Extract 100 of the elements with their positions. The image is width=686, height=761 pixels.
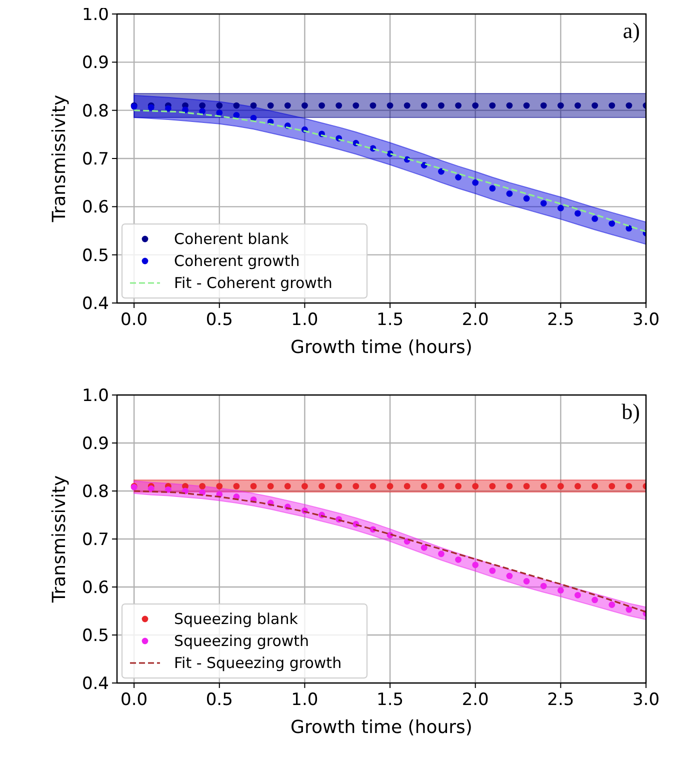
x-tick-label: 2.5 [547,690,574,710]
x-tick-label: 2.0 [462,690,489,710]
point [336,483,342,490]
point [574,210,581,217]
point [233,102,240,109]
point [472,102,479,109]
point [592,216,598,222]
legend-label: Fit - Coherent growth [174,274,332,292]
point [438,102,444,109]
point [420,483,428,490]
point [626,483,632,490]
point [506,190,513,197]
point [455,174,462,180]
point [386,483,394,490]
point [540,102,547,109]
point [574,483,581,490]
x-tick-label: 0.0 [120,690,148,710]
point [489,185,496,192]
point [523,102,530,109]
point [489,102,496,109]
point [404,102,410,109]
point [164,486,172,493]
x-tick-label: 1.5 [376,310,404,330]
point [420,102,428,109]
point [302,102,308,109]
point [608,220,616,227]
y-tick-label: 0.8 [82,101,109,122]
point [386,102,394,109]
point [557,587,564,594]
legend-label: Coherent blank [174,230,289,248]
point [626,102,632,109]
point [182,106,188,114]
y-axis-title: Transmissivity [49,94,70,224]
point [592,102,598,109]
point [284,483,291,490]
point [438,483,444,490]
point [250,102,257,109]
point [250,483,257,490]
legend-label: Squeezing growth [174,632,310,650]
y-tick-label: 0.4 [82,294,109,314]
point [592,483,598,490]
x-tick-label: 1.5 [376,690,404,710]
y-tick-label: 0.6 [82,198,109,218]
annotation: b) [622,399,640,424]
point [199,108,206,114]
y-tick-label: 0.6 [82,578,109,598]
legend-label: Fit - Squeezing growth [174,654,342,672]
point [592,596,598,604]
point [489,567,496,574]
point [216,110,223,116]
point [438,168,444,175]
point [608,483,616,490]
point [472,562,479,568]
point [574,592,581,598]
point [336,102,342,109]
x-tick-label: 3.0 [632,310,660,330]
point [182,488,188,494]
y-tick-label: 0.9 [82,53,109,74]
point [216,102,223,109]
point [540,483,547,490]
x-axis-title: Growth time (hours) [290,717,472,738]
y-axis-title: Transmissivity [49,475,70,604]
point [318,483,325,490]
point [608,102,616,109]
point [284,102,291,109]
point [489,483,496,490]
y-tick-label: 1.0 [82,386,109,406]
x-tick-label: 0.5 [206,690,233,710]
point [506,483,513,490]
point [506,102,513,109]
y-tick-label: 0.7 [82,530,109,550]
point [557,102,564,109]
x-tick-label: 1.0 [291,690,318,710]
point [233,112,240,118]
point [267,483,274,490]
point [352,102,360,109]
point [540,200,547,206]
y-tick-label: 0.5 [82,626,109,646]
point [267,102,274,109]
y-tick-label: 0.4 [82,674,109,694]
point [455,556,462,563]
legend-label: Squeezing blank [174,610,298,628]
point [472,483,479,490]
point [370,102,376,109]
point [557,483,564,490]
point [523,483,530,490]
point [626,225,632,232]
y-tick-label: 0.9 [82,434,109,454]
point [506,572,513,580]
y-tick-label: 0.7 [82,150,109,170]
point [302,483,308,490]
point [216,483,223,490]
point [420,544,428,551]
point [557,204,564,212]
point [626,606,632,613]
point [574,102,581,109]
point [199,102,206,109]
point [438,550,444,558]
point [370,483,376,490]
x-tick-label: 2.5 [547,310,574,330]
